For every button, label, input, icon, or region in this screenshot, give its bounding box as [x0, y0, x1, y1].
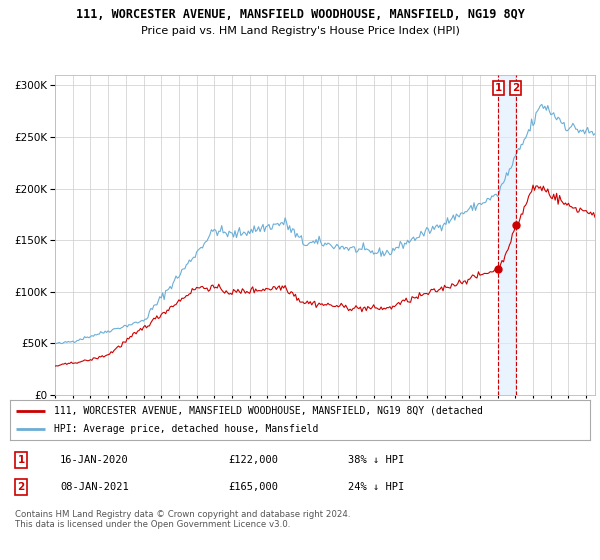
- Text: £122,000: £122,000: [228, 455, 278, 465]
- Text: 38% ↓ HPI: 38% ↓ HPI: [348, 455, 404, 465]
- Text: HPI: Average price, detached house, Mansfield: HPI: Average price, detached house, Mans…: [53, 424, 318, 434]
- Text: 2: 2: [17, 482, 25, 492]
- Text: 111, WORCESTER AVENUE, MANSFIELD WOODHOUSE, MANSFIELD, NG19 8QY (detached: 111, WORCESTER AVENUE, MANSFIELD WOODHOU…: [53, 406, 482, 416]
- Text: £165,000: £165,000: [228, 482, 278, 492]
- Bar: [499, 75, 515, 395]
- Text: 1: 1: [495, 83, 502, 93]
- Text: 24% ↓ HPI: 24% ↓ HPI: [348, 482, 404, 492]
- Text: Contains HM Land Registry data © Crown copyright and database right 2024.
This d: Contains HM Land Registry data © Crown c…: [15, 510, 350, 529]
- Text: 16-JAN-2020: 16-JAN-2020: [60, 455, 129, 465]
- Text: Price paid vs. HM Land Registry's House Price Index (HPI): Price paid vs. HM Land Registry's House …: [140, 26, 460, 36]
- Text: 111, WORCESTER AVENUE, MANSFIELD WOODHOUSE, MANSFIELD, NG19 8QY: 111, WORCESTER AVENUE, MANSFIELD WOODHOU…: [76, 8, 524, 21]
- Text: 08-JAN-2021: 08-JAN-2021: [60, 482, 129, 492]
- Text: 1: 1: [17, 455, 25, 465]
- Text: 2: 2: [512, 83, 520, 93]
